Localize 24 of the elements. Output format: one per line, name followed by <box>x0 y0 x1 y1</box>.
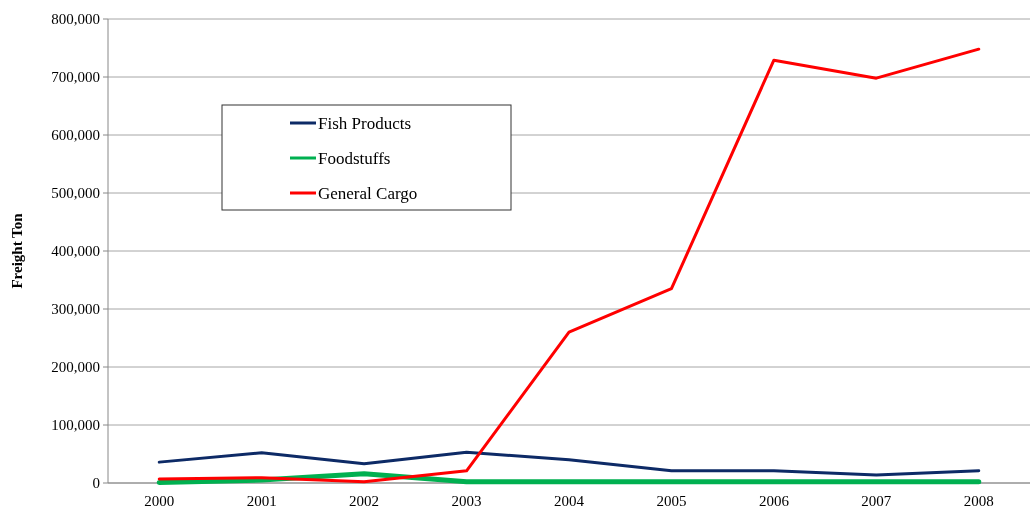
x-tick-label: 2007 <box>861 493 892 509</box>
legend-label: Fish Products <box>318 113 412 133</box>
line-series <box>157 450 981 477</box>
x-tick-label: 2002 <box>349 493 380 509</box>
x-tick-label: 2000 <box>144 493 175 509</box>
y-tick-label: 200,000 <box>51 359 100 376</box>
x-tick-label: 2006 <box>758 493 790 509</box>
y-tick-label: 400,000 <box>51 243 100 260</box>
x-tick-label: 2005 <box>656 493 687 509</box>
y-tick-label: 100,000 <box>51 417 100 434</box>
y-tick-label: 0 <box>92 475 100 492</box>
legend-label: General Cargo <box>318 183 418 203</box>
y-tick-label: 600,000 <box>51 127 100 144</box>
x-tick-label: 2003 <box>451 493 482 509</box>
y-tick-label: 800,000 <box>51 11 100 28</box>
x-tick-label: 2008 <box>963 493 994 509</box>
y-tick-label: 700,000 <box>51 69 100 86</box>
y-axis-title: Freight Ton <box>9 212 25 289</box>
x-tick-label: 2004 <box>554 493 585 509</box>
y-tick-label: 500,000 <box>51 185 100 202</box>
x-tick-label: 2001 <box>246 493 277 509</box>
y-tick-label: 300,000 <box>51 301 100 318</box>
line-series <box>157 47 981 484</box>
legend-label: Foodstuffs <box>318 148 391 168</box>
